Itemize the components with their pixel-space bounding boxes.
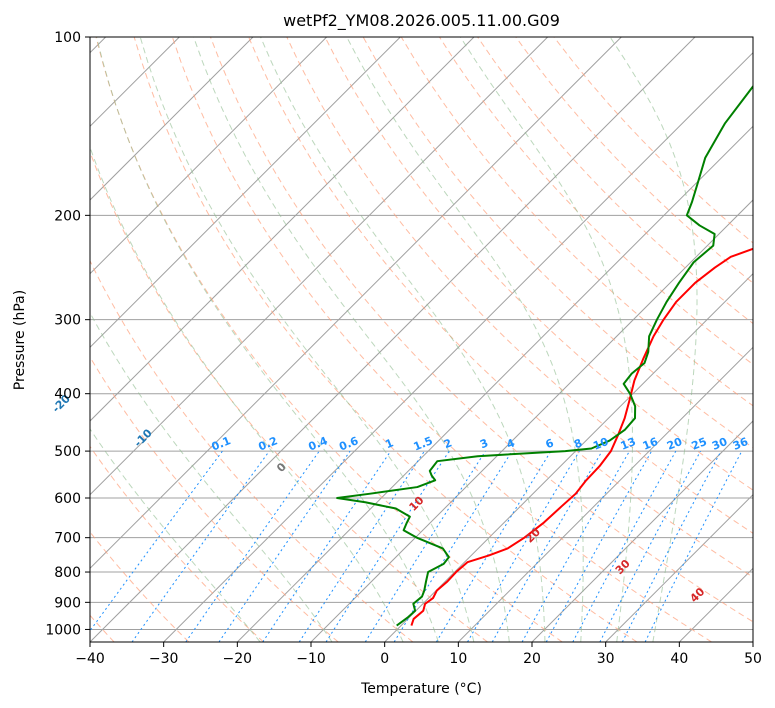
mixing-ratio-label: 16 <box>641 435 660 453</box>
y-tick-label: 100 <box>54 30 81 46</box>
mixing-ratio-label: 2 <box>442 436 454 451</box>
mixing-ratio-line <box>90 450 223 632</box>
mixing-ratio-line <box>491 450 603 642</box>
mixing-ratio-label: 13 <box>619 435 638 453</box>
background-lines <box>90 37 753 642</box>
isotherm-line <box>531 420 753 642</box>
x-tick-label: 20 <box>523 651 541 667</box>
dry-adiabat-line <box>95 37 563 642</box>
mixing-ratio-line <box>521 450 630 642</box>
mixing-ratio-label: 30 <box>710 435 729 453</box>
mixing-ratio-line <box>325 450 450 642</box>
dewpoint-trace <box>336 84 753 627</box>
dry-adiabat-line <box>324 37 753 491</box>
y-tick-label: 600 <box>54 491 81 507</box>
dry-adiabat-line <box>286 37 753 534</box>
mixing-ratio-label: 1 <box>383 436 395 451</box>
y-tick-label: 200 <box>54 208 81 224</box>
dry-adiabat-line <box>171 37 712 642</box>
dry-adiabat-line <box>90 445 264 642</box>
moist-adiabat-line <box>96 37 439 642</box>
y-axis-label: Pressure (hPa) <box>12 290 28 390</box>
mixing-ratio-line <box>644 450 743 642</box>
isotherm-line <box>236 125 753 642</box>
isotherm-line <box>90 37 401 349</box>
temperature-trace <box>410 247 753 626</box>
mixing-ratio-label: 3 <box>478 436 490 451</box>
moist-adiabat-line <box>90 145 404 642</box>
mixing-ratio-line <box>467 450 580 642</box>
isotherm-line <box>90 37 254 201</box>
dry-adiabat-line <box>90 259 414 642</box>
x-tick-label: 10 <box>449 651 467 667</box>
dry-adiabat-line <box>210 37 753 623</box>
y-tick-label: 400 <box>54 387 81 403</box>
isotherm-line <box>605 493 753 642</box>
plot-frame <box>89 36 754 643</box>
axis-ticks: −40 −30 −20 −10 0 10 20 30 40 50 100 200 300 400 500 60… <box>45 30 762 667</box>
moist-adiabat-line <box>139 37 475 642</box>
chart-title: wetPf2_YM08.2026.005.11.00.G09 <box>283 11 560 31</box>
mixing-ratio-label: 36 <box>731 435 750 453</box>
mixing-ratio-label: 10 <box>591 435 610 453</box>
x-tick-label: −40 <box>75 651 105 667</box>
mixing-ratio-line <box>298 450 425 642</box>
mixing-ratio-label: 8 <box>572 436 584 451</box>
isotherm-line <box>90 37 475 422</box>
mixing-ratio-label: 25 <box>690 435 709 453</box>
mixing-ratio-line <box>621 450 722 642</box>
x-tick-label: 40 <box>670 651 688 667</box>
moist-adiabat-line <box>193 37 510 642</box>
moist-adiabat-line <box>260 37 546 642</box>
mixing-ratio-line <box>435 450 552 642</box>
mixing-ratio-line <box>364 450 486 642</box>
mixing-ratio-label: 20 <box>665 435 684 453</box>
x-tick-label: 30 <box>597 651 615 667</box>
y-tick-label: 300 <box>54 313 81 329</box>
sounding-lines <box>336 84 753 627</box>
mixing-ratio-line <box>599 450 701 642</box>
moist-adiabat-line <box>90 428 261 642</box>
mixing-ratio-line <box>572 450 677 642</box>
y-tick-label: 900 <box>54 595 81 611</box>
x-tick-label: 0 <box>380 651 389 667</box>
y-tick-label: 500 <box>54 444 81 460</box>
x-tick-label: 50 <box>744 651 762 667</box>
isotherm-line <box>90 37 696 642</box>
isotherm-line <box>384 272 753 642</box>
isotherm-line <box>90 37 328 275</box>
x-tick-label: −10 <box>296 651 326 667</box>
dry-adiabat-line <box>515 37 753 284</box>
x-tick-label: −30 <box>149 651 179 667</box>
y-tick-label: 700 <box>54 531 81 547</box>
isotherm-line <box>90 37 622 570</box>
x-axis-label: Temperature (°C) <box>360 681 482 697</box>
isotherm-line <box>457 346 753 642</box>
y-tick-label: 800 <box>54 565 81 581</box>
mixing-ratio-line <box>545 450 653 642</box>
y-tick-label: 1000 <box>45 622 81 638</box>
isotherm-line <box>90 37 549 496</box>
dry-adiabat-line <box>248 37 753 578</box>
mixing-ratio-line <box>131 450 270 642</box>
dry-adiabat-line <box>133 37 638 642</box>
x-tick-label: −20 <box>223 651 253 667</box>
mixing-ratio-line <box>185 450 320 642</box>
moist-adiabat-line <box>90 311 333 642</box>
